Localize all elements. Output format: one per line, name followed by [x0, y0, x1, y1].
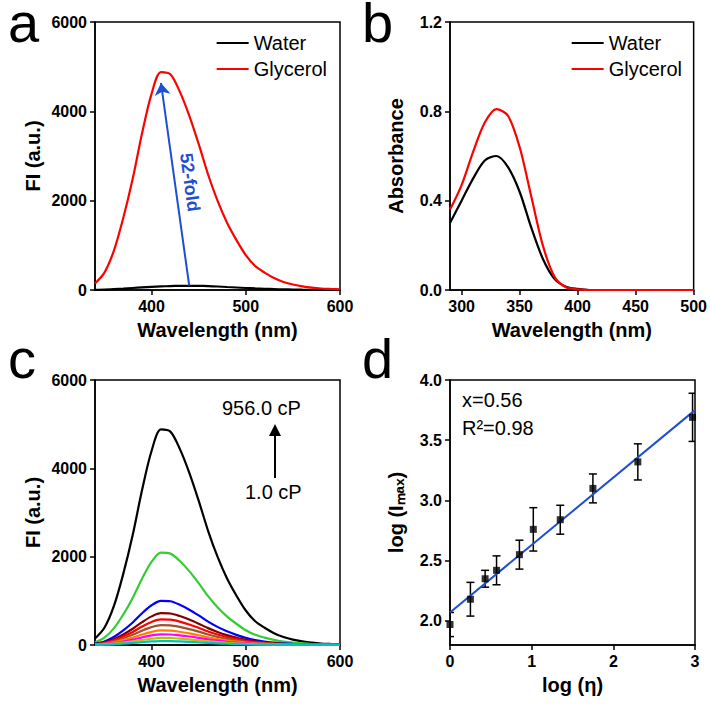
svg-text:6000: 6000 [51, 372, 87, 389]
svg-text:Wavelength (nm): Wavelength (nm) [492, 319, 652, 341]
svg-text:FI (a.u.): FI (a.u.) [22, 120, 44, 191]
svg-text:600: 600 [327, 298, 354, 315]
svg-text:2.5: 2.5 [420, 552, 442, 569]
svg-text:4000: 4000 [51, 460, 87, 477]
svg-text:1.2: 1.2 [420, 14, 442, 31]
svg-text:0.4: 0.4 [420, 192, 442, 209]
svg-text:0: 0 [78, 282, 87, 299]
svg-text:Water: Water [609, 32, 662, 54]
svg-text:300: 300 [448, 298, 475, 315]
svg-text:1.0 cP: 1.0 cP [245, 481, 302, 503]
svg-text:Glycerol: Glycerol [609, 58, 682, 80]
svg-text:400: 400 [138, 298, 165, 315]
svg-text:4.0: 4.0 [420, 372, 442, 389]
svg-text:Wavelength (nm): Wavelength (nm) [137, 319, 297, 341]
svg-text:Absorbance: Absorbance [385, 98, 407, 214]
svg-text:1: 1 [527, 653, 536, 670]
svg-text:400: 400 [138, 653, 165, 670]
svg-text:2000: 2000 [51, 548, 87, 565]
svg-text:450: 450 [622, 298, 649, 315]
svg-text:956.0 cP: 956.0 cP [222, 397, 301, 419]
svg-text:2: 2 [609, 653, 618, 670]
svg-text:600: 600 [327, 653, 354, 670]
svg-text:d: d [362, 327, 393, 390]
svg-text:3: 3 [691, 653, 700, 670]
svg-text:0.0: 0.0 [420, 282, 442, 299]
svg-text:log (Iₘₐₓ): log (Iₘₐₓ) [385, 472, 407, 553]
svg-text:2.0: 2.0 [420, 612, 442, 629]
svg-text:Glycerol: Glycerol [254, 58, 327, 80]
svg-text:log (η): log (η) [542, 674, 603, 696]
svg-text:a: a [8, 0, 40, 54]
svg-text:0: 0 [78, 637, 87, 654]
svg-text:R²=0.98: R²=0.98 [462, 417, 534, 439]
svg-text:6000: 6000 [51, 14, 87, 31]
svg-text:b: b [362, 0, 393, 54]
svg-text:Water: Water [254, 32, 307, 54]
svg-text:500: 500 [680, 298, 707, 315]
svg-text:2000: 2000 [51, 192, 87, 209]
svg-text:500: 500 [232, 298, 259, 315]
svg-text:Wavelength (nm): Wavelength (nm) [137, 674, 297, 696]
svg-text:0.8: 0.8 [420, 103, 442, 120]
svg-text:x=0.56: x=0.56 [462, 389, 523, 411]
svg-text:FI (a.u.): FI (a.u.) [22, 477, 44, 548]
svg-text:3.5: 3.5 [420, 432, 442, 449]
svg-text:400: 400 [564, 298, 591, 315]
svg-text:52-fold: 52-fold [176, 152, 204, 213]
svg-text:3.0: 3.0 [420, 492, 442, 509]
svg-text:0: 0 [446, 653, 455, 670]
svg-text:c: c [8, 327, 36, 390]
svg-text:4000: 4000 [51, 103, 87, 120]
svg-text:350: 350 [506, 298, 533, 315]
svg-text:500: 500 [232, 653, 259, 670]
